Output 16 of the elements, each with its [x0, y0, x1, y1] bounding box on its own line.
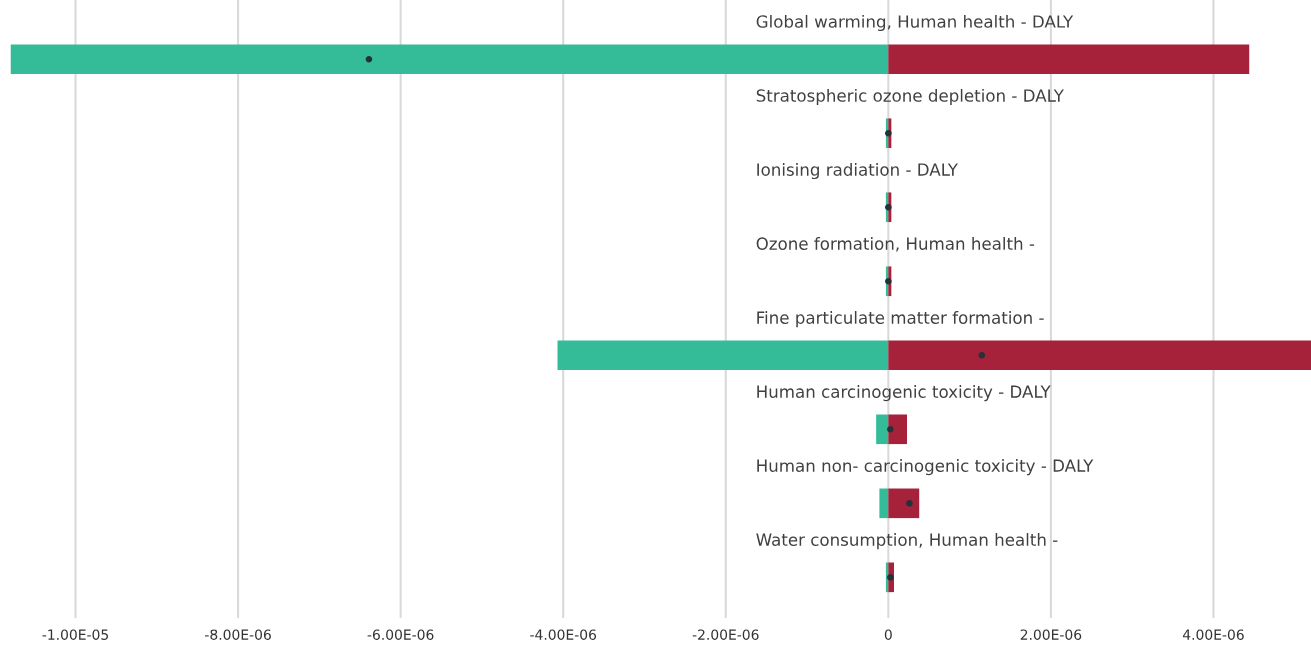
y-tick-label: Ozone formation, Human health - [756, 237, 1035, 252]
y-tick-label: Fine particulate matter formation - [757, 311, 1044, 328]
x-tick-label: 0 [884, 629, 892, 640]
x-tick-label: -1.00E-05 [42, 629, 108, 640]
y-tick-label: Human carcinogenic toxicity - DALY [757, 385, 1051, 402]
y-tick-label: Stratospheric ozone depletion - DALY [756, 88, 1064, 106]
x-tick-label: -6.00E-06 [367, 629, 434, 640]
x-tick-label: 2.00E-06 [1020, 629, 1082, 640]
y-tick-label: Water consumption, Human health - [756, 533, 1058, 550]
x-tick-label: -4.00E-06 [530, 629, 597, 640]
y-tick-label: Human non- carcinogenic toxicity - DALY [757, 459, 1094, 476]
y-tick-label: Global warming, Human health - DALY [756, 14, 1074, 32]
x-tick-label: -8.00E-06 [205, 629, 271, 640]
x-tick-label: 4.00E-06 [1182, 629, 1244, 640]
x-tick-label: -2.00E-06 [692, 629, 759, 640]
y-tick-label: Ionising radiation - DALY [757, 162, 958, 180]
